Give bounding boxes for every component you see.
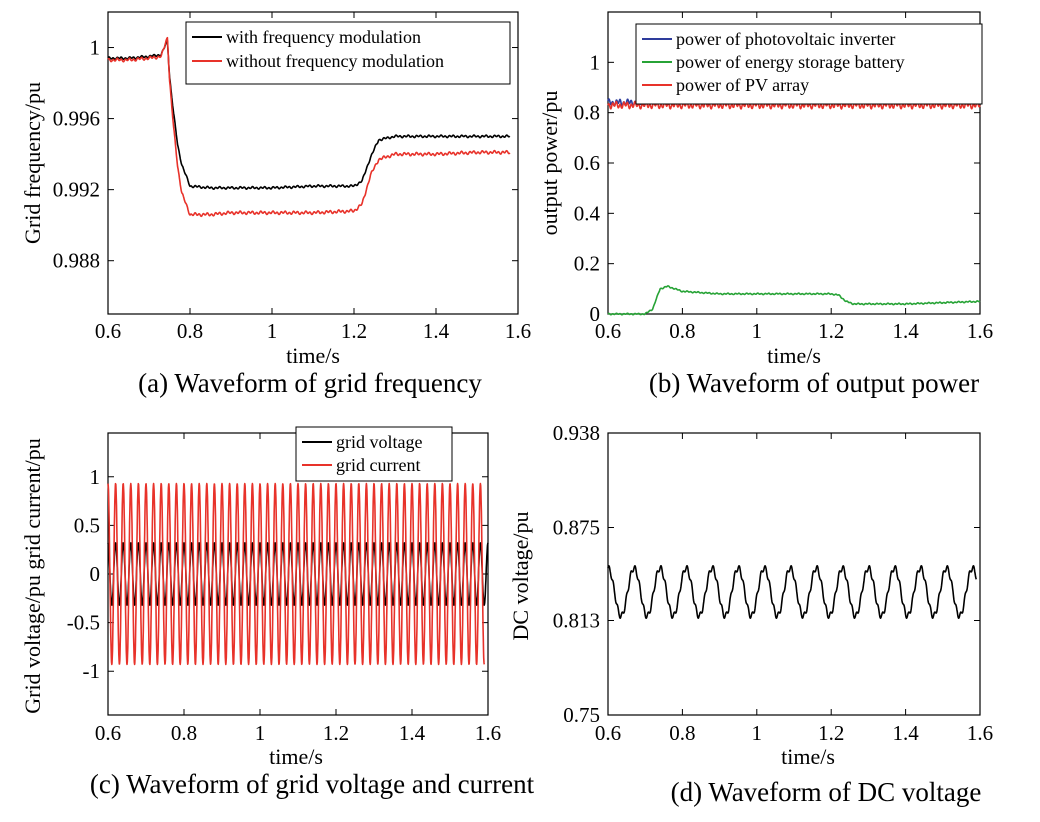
panel-a-axes-frame bbox=[107, 11, 519, 315]
legend-box bbox=[635, 23, 983, 105]
y-tick-label: 1 bbox=[590, 50, 601, 74]
panel-a-ticks: 0.6 0.8 1 1.2 1.4 1.6 0.988 0.992 0.996 1 bbox=[53, 12, 531, 343]
y-tick-label: 1 bbox=[90, 465, 101, 489]
panel-b-xlabel: time/s bbox=[767, 343, 821, 368]
panel-d-xlabel: time/s bbox=[781, 744, 835, 769]
y-tick-label: 0.6 bbox=[574, 151, 600, 175]
x-tick-label: 1.6 bbox=[505, 319, 531, 343]
x-tick-label: 0.6 bbox=[95, 319, 121, 343]
x-tick-label: 0.8 bbox=[669, 319, 695, 343]
x-tick-label: 1.4 bbox=[892, 319, 919, 343]
x-tick-label: 0.6 bbox=[95, 721, 121, 745]
x-tick-label: 1.6 bbox=[475, 721, 501, 745]
panel-c-ticks: 0.6 0.8 1 1.2 1.4 1.6 -1 -0.5 0 0.5 1 bbox=[67, 433, 501, 745]
panel-c-series bbox=[107, 482, 489, 666]
x-tick-label: 0.8 bbox=[171, 721, 197, 745]
panel-b-ticks: 0.6 0.8 1 1.2 1.4 1.6 0 0.2 0.4 0.6 0.8 1 bbox=[574, 12, 993, 343]
series-line-power-of-energy-storage-battery bbox=[607, 285, 981, 316]
legend-label: power of PV array bbox=[676, 75, 809, 95]
panel-c-caption: (c) Waveform of grid voltage and current bbox=[90, 769, 535, 799]
y-tick-label: 0.996 bbox=[53, 107, 100, 131]
panel-d-ticks: 0.6 0.8 1 1.2 1.4 1.6 0.75 0.813 0.875 0.938 bbox=[553, 421, 993, 745]
panel-c-xlabel: time/s bbox=[269, 744, 323, 769]
x-tick-label: 1 bbox=[752, 721, 763, 745]
panel-a-caption: (a) Waveform of grid frequency bbox=[138, 368, 482, 398]
x-tick-label: 1 bbox=[752, 319, 763, 343]
legend-label: grid current bbox=[336, 455, 420, 475]
y-tick-label: 1 bbox=[90, 36, 101, 60]
panel-a-xlabel: time/s bbox=[286, 343, 340, 368]
y-tick-label: 0 bbox=[90, 562, 101, 586]
x-tick-label: 1.2 bbox=[818, 319, 844, 343]
series-line-with-frequency-modulation bbox=[107, 39, 511, 190]
y-tick-label: 0.2 bbox=[574, 252, 600, 276]
panel-c-legend: grid voltage grid current bbox=[295, 426, 453, 482]
y-tick-label: 0 bbox=[590, 302, 601, 326]
y-tick-label: 0.992 bbox=[53, 178, 100, 202]
panel-b-caption: (b) Waveform of output power bbox=[649, 368, 979, 398]
x-tick-label: 1.2 bbox=[323, 721, 349, 745]
y-tick-label: 0.5 bbox=[74, 513, 100, 537]
x-tick-label: 1 bbox=[267, 319, 278, 343]
panel-d-caption: (d) Waveform of DC voltage bbox=[671, 777, 982, 807]
panel-c-grid-voltage-current: 0.6 0.8 1 1.2 1.4 1.6 -1 -0.5 0 0.5 1 grid voltage… bbox=[20, 426, 535, 799]
legend-label: power of energy storage battery bbox=[676, 52, 905, 72]
y-tick-label: 0.938 bbox=[553, 421, 600, 445]
panel-b-legend: power of photovoltaic inverter power of e… bbox=[635, 23, 983, 105]
x-tick-label: 0.6 bbox=[595, 319, 621, 343]
panel-b-ylabel: output power/pu bbox=[537, 91, 562, 236]
y-tick-label: 0.875 bbox=[553, 516, 600, 540]
series-line-grid-current bbox=[107, 482, 485, 666]
y-tick-label: 0.75 bbox=[563, 703, 600, 727]
y-tick-label: 0.4 bbox=[574, 201, 601, 225]
y-tick-label: 0.813 bbox=[553, 609, 600, 633]
panel-d-axes-frame bbox=[607, 432, 981, 716]
series-line-dc-voltage bbox=[607, 565, 978, 619]
legend-label: power of photovoltaic inverter bbox=[676, 29, 895, 49]
panel-b-output-power: 0.6 0.8 1 1.2 1.4 1.6 0 0.2 0.4 0.6 0.8 1 power of … bbox=[537, 11, 993, 398]
series-line-grid-voltage bbox=[107, 542, 489, 606]
panel-d-ylabel: DC voltage/pu bbox=[508, 512, 533, 641]
x-tick-label: 0.6 bbox=[595, 721, 621, 745]
x-tick-label: 1.4 bbox=[423, 319, 450, 343]
x-tick-label: 1.6 bbox=[967, 319, 993, 343]
x-tick-label: 0.8 bbox=[177, 319, 203, 343]
x-tick-label: 1 bbox=[255, 721, 266, 745]
y-tick-label: -0.5 bbox=[67, 611, 100, 635]
panel-a-ylabel: Grid frequency/pu bbox=[20, 82, 45, 244]
x-tick-label: 1.4 bbox=[892, 721, 919, 745]
panel-d-dc-voltage: 0.6 0.8 1 1.2 1.4 1.6 0.75 0.813 0.875 0.938 time… bbox=[508, 421, 993, 807]
x-tick-label: 0.8 bbox=[669, 721, 695, 745]
legend-box bbox=[185, 21, 511, 85]
x-tick-label: 1.6 bbox=[967, 721, 993, 745]
y-tick-label: -1 bbox=[83, 659, 101, 683]
panel-d-series bbox=[607, 565, 978, 619]
panel-a-grid-frequency: 0.6 0.8 1 1.2 1.4 1.6 0.988 0.992 0.996 1 with fr… bbox=[20, 11, 531, 398]
legend-label: with frequency modulation bbox=[226, 27, 421, 47]
legend-label: without frequency modulation bbox=[226, 51, 444, 71]
y-tick-label: 0.988 bbox=[53, 249, 100, 273]
legend-box bbox=[295, 426, 453, 482]
x-tick-label: 1.2 bbox=[341, 319, 367, 343]
panel-b-series bbox=[607, 68, 981, 316]
series-line-without-frequency-modulation bbox=[107, 36, 511, 218]
x-tick-label: 1.4 bbox=[399, 721, 426, 745]
panel-c-ylabel: Grid voltage/pu grid current/pu bbox=[20, 438, 45, 714]
panel-a-series bbox=[107, 36, 511, 218]
y-tick-label: 0.8 bbox=[574, 101, 600, 125]
panel-a-legend: with frequency modulation without frequen… bbox=[185, 21, 511, 85]
legend-label: grid voltage bbox=[336, 432, 422, 452]
x-tick-label: 1.2 bbox=[818, 721, 844, 745]
